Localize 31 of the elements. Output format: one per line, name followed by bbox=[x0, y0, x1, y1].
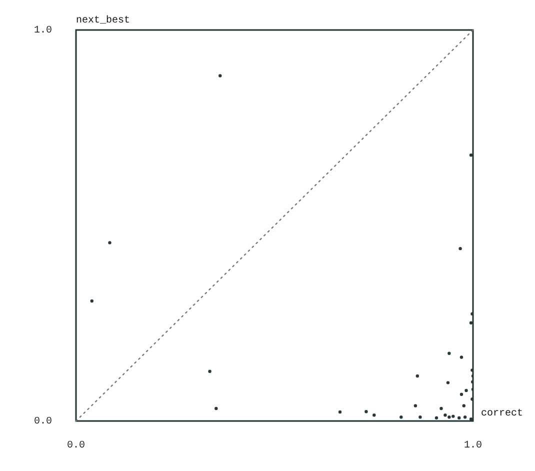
point bbox=[464, 388, 468, 392]
point bbox=[460, 356, 464, 359]
point bbox=[446, 381, 450, 384]
point bbox=[448, 415, 451, 419]
point bbox=[440, 406, 443, 410]
point bbox=[214, 406, 218, 410]
point bbox=[364, 410, 368, 414]
point bbox=[463, 415, 467, 419]
point bbox=[338, 410, 342, 414]
point bbox=[90, 299, 94, 303]
point bbox=[416, 374, 420, 378]
point bbox=[418, 415, 422, 419]
point bbox=[444, 414, 447, 417]
point bbox=[462, 404, 466, 408]
point bbox=[469, 417, 473, 421]
point bbox=[218, 74, 222, 78]
point bbox=[458, 416, 461, 420]
point bbox=[452, 414, 455, 418]
point bbox=[448, 352, 451, 355]
point bbox=[469, 321, 473, 324]
point bbox=[434, 416, 438, 420]
point bbox=[469, 154, 473, 157]
point bbox=[414, 404, 418, 408]
point bbox=[208, 370, 212, 373]
point bbox=[460, 392, 464, 396]
point bbox=[372, 414, 376, 417]
point bbox=[458, 246, 462, 250]
y-axis-title: next_best bbox=[76, 14, 130, 27]
point bbox=[400, 415, 403, 419]
x-axis-title: correct bbox=[481, 408, 524, 420]
point bbox=[108, 241, 112, 244]
